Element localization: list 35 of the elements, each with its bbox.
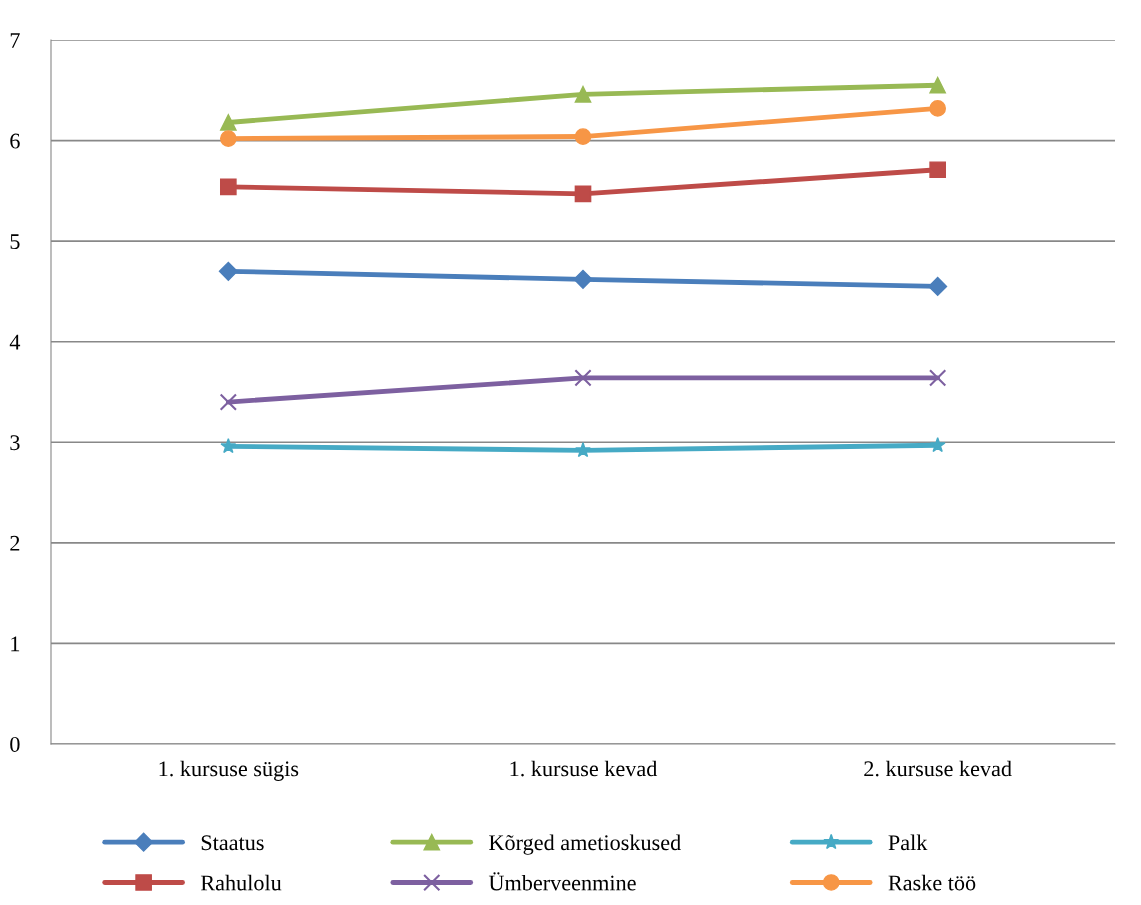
point	[574, 85, 592, 103]
point	[928, 369, 947, 387]
point	[220, 437, 237, 454]
point	[928, 276, 948, 296]
point	[219, 393, 238, 411]
point	[219, 114, 237, 131]
legend-label: Ümberveenmine	[488, 872, 636, 891]
y-tick-label: 7	[10, 33, 20, 48]
legend-label: Rahulolu	[200, 874, 282, 891]
point	[574, 369, 592, 387]
y-tick-label: 0	[10, 736, 20, 752]
point	[929, 436, 946, 453]
x-tick-label: 1. kursuse kevad	[510, 760, 658, 777]
y-tick-label: 2	[10, 535, 20, 551]
point	[574, 185, 592, 203]
legend-label: Palk	[888, 834, 928, 851]
point	[219, 130, 237, 147]
legend-label: Staatus	[201, 835, 264, 851]
point	[929, 76, 947, 94]
point	[575, 441, 591, 458]
point	[573, 269, 593, 289]
y-tick-label: 3	[10, 435, 20, 451]
y-tick-label: 4	[9, 334, 21, 350]
point	[218, 261, 238, 281]
point	[219, 178, 237, 196]
legend-label: Kõrged ametioskused	[489, 834, 681, 855]
point	[574, 128, 592, 145]
y-tick-label: 1	[11, 636, 20, 652]
y-tick-label: 6	[10, 133, 20, 149]
x-tick-label: 2. kursuse kevad	[864, 760, 1012, 777]
y-tick-label: 5	[10, 234, 20, 250]
point	[929, 100, 947, 117]
point	[929, 161, 947, 179]
x-tick-label: 1. kursuse sügis	[159, 760, 299, 781]
legend-label: Raske töö	[888, 874, 976, 891]
